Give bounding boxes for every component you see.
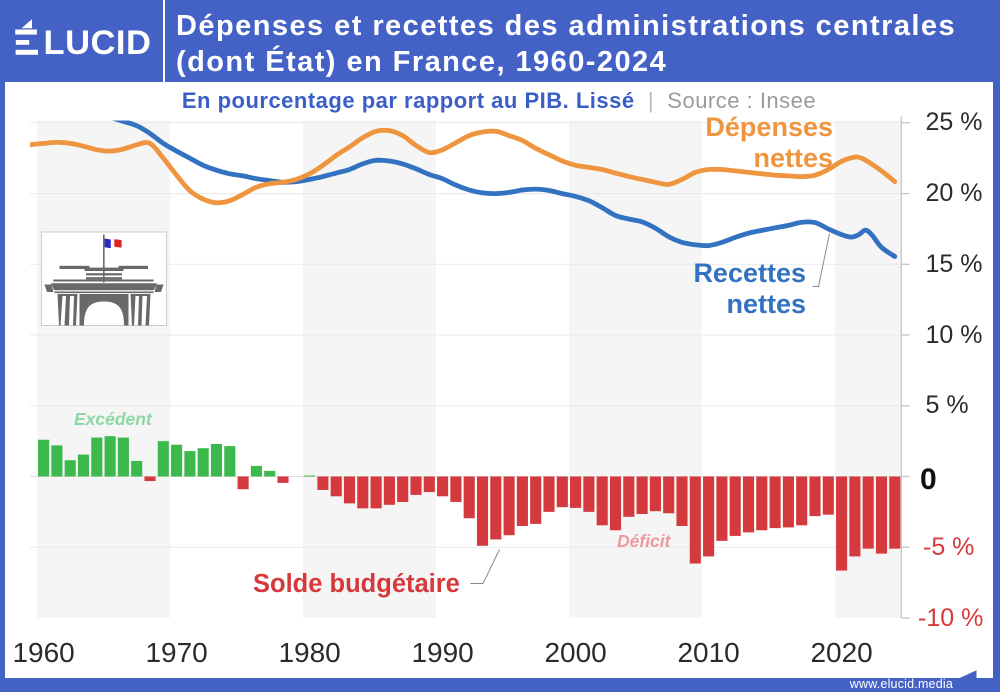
svg-text:LUCID: LUCID xyxy=(44,24,152,62)
